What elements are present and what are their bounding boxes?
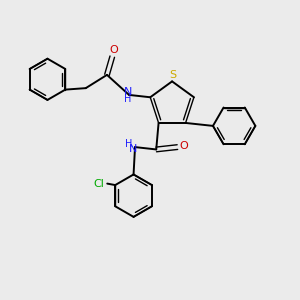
Text: N: N xyxy=(129,144,138,154)
Text: O: O xyxy=(179,141,188,151)
Text: H: H xyxy=(125,139,132,148)
Text: Cl: Cl xyxy=(94,178,104,189)
Text: S: S xyxy=(169,70,176,80)
Text: O: O xyxy=(110,45,118,55)
Text: N: N xyxy=(123,87,132,97)
Text: H: H xyxy=(124,94,131,104)
